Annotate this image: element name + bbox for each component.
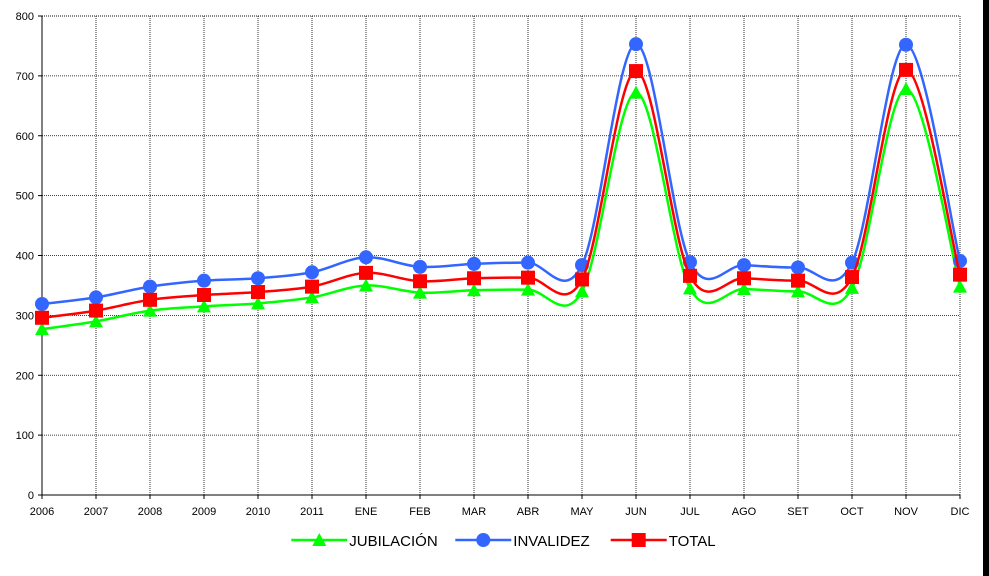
point-total-14 bbox=[791, 273, 805, 288]
point-total-0 bbox=[35, 310, 49, 325]
legend-item-invalidez: INVALIDEZ bbox=[455, 533, 590, 550]
point-total-6 bbox=[359, 265, 373, 280]
point-total-2 bbox=[143, 292, 157, 307]
point-invalidez-13 bbox=[737, 258, 751, 273]
y-tick-label-8: 800 bbox=[16, 11, 34, 23]
y-tick-label-5: 500 bbox=[16, 191, 34, 203]
y-tick-label-6: 600 bbox=[16, 131, 34, 143]
legend-label-invalidez: INVALIDEZ bbox=[513, 533, 589, 550]
point-total-13 bbox=[737, 271, 751, 286]
x-tick-label-13: AGO bbox=[732, 506, 757, 518]
x-tick-label-2: 2008 bbox=[138, 506, 162, 518]
point-total-16 bbox=[899, 62, 913, 77]
point-jubilacion-3 bbox=[197, 299, 211, 313]
x-tick-label-9: ABR bbox=[517, 506, 540, 518]
point-invalidez-5 bbox=[305, 265, 319, 280]
point-jubilacion-10 bbox=[575, 284, 589, 298]
point-total-7 bbox=[413, 274, 427, 289]
point-invalidez-16 bbox=[899, 37, 913, 52]
point-invalidez-0 bbox=[35, 296, 49, 311]
point-total-12 bbox=[683, 268, 697, 283]
point-jubilacion-1 bbox=[89, 314, 103, 328]
point-total-17 bbox=[953, 267, 967, 282]
point-invalidez-1 bbox=[89, 290, 103, 305]
legend: JUBILACIÓN INVALIDEZ TOTAL bbox=[291, 533, 716, 550]
point-jubilacion-7 bbox=[413, 285, 427, 299]
x-tick-label-1: 2007 bbox=[84, 506, 108, 518]
point-jubilacion-4 bbox=[251, 296, 265, 310]
point-jubilacion-0 bbox=[35, 322, 49, 336]
legend-marker-total bbox=[631, 533, 646, 547]
x-tick-label-7: FEB bbox=[409, 506, 430, 518]
y-tick-label-3: 300 bbox=[16, 310, 34, 322]
series-jubilacion bbox=[35, 82, 967, 336]
x-tick-label-5: 2011 bbox=[300, 506, 324, 518]
point-jubilacion-6 bbox=[359, 278, 373, 292]
point-invalidez-7 bbox=[413, 259, 427, 274]
legend-label-jubilacion: JUBILACIÓN bbox=[349, 533, 437, 550]
point-jubilacion-17 bbox=[953, 279, 967, 293]
x-tick-label-10: MAY bbox=[570, 506, 594, 518]
point-invalidez-3 bbox=[197, 273, 211, 288]
point-invalidez-8 bbox=[467, 256, 481, 271]
x-tick-label-15: OCT bbox=[840, 506, 864, 518]
point-jubilacion-5 bbox=[305, 290, 319, 304]
point-total-8 bbox=[467, 271, 481, 286]
series-invalidez bbox=[35, 37, 967, 311]
x-tick-label-3: 2009 bbox=[192, 506, 216, 518]
y-tick-label-2: 200 bbox=[16, 370, 34, 382]
point-jubilacion-8 bbox=[467, 283, 481, 297]
series-total bbox=[35, 62, 967, 325]
x-tick-label-4: 2010 bbox=[246, 506, 270, 518]
point-jubilacion-12 bbox=[683, 281, 697, 295]
point-jubilacion-11 bbox=[629, 85, 643, 99]
series-layer bbox=[35, 37, 967, 336]
point-jubilacion-2 bbox=[143, 303, 157, 317]
point-total-3 bbox=[197, 288, 211, 303]
point-total-1 bbox=[89, 303, 103, 318]
legend-item-jubilacion: JUBILACIÓN bbox=[291, 533, 438, 550]
legend-item-total: TOTAL bbox=[610, 533, 716, 550]
axes: 0 100 200 300 400 500 600 700 800 2006 2007 2008 200… bbox=[16, 11, 970, 518]
point-jubilacion-13 bbox=[737, 282, 751, 296]
point-invalidez-11 bbox=[629, 37, 643, 52]
right-border bbox=[983, 0, 989, 576]
x-tick-label-6: ENE bbox=[355, 506, 378, 518]
point-invalidez-6 bbox=[359, 250, 373, 265]
point-total-4 bbox=[251, 285, 265, 300]
point-total-9 bbox=[521, 270, 535, 285]
legend-marker-jubilacion bbox=[312, 533, 327, 546]
x-tick-label-12: JUL bbox=[680, 506, 700, 518]
y-tick-label-0: 0 bbox=[28, 490, 34, 502]
x-tick-label-16: NOV bbox=[894, 506, 919, 518]
y-tick-label-4: 400 bbox=[16, 251, 34, 263]
y-tick-label-7: 700 bbox=[16, 71, 34, 83]
point-total-5 bbox=[305, 279, 319, 294]
point-total-11 bbox=[629, 64, 643, 79]
x-tick-label-8: MAR bbox=[462, 506, 487, 518]
point-total-10 bbox=[575, 272, 589, 287]
legend-label-total: TOTAL bbox=[669, 533, 716, 550]
x-tick-label-17: DIC bbox=[951, 506, 970, 518]
x-tick-label-14: SET bbox=[787, 506, 809, 518]
point-jubilacion-16 bbox=[899, 82, 913, 96]
y-tick-label-1: 100 bbox=[16, 430, 34, 442]
point-invalidez-14 bbox=[791, 260, 805, 275]
point-invalidez-9 bbox=[521, 255, 535, 270]
point-invalidez-4 bbox=[251, 271, 265, 286]
point-total-15 bbox=[845, 270, 859, 285]
series-line-total bbox=[41, 68, 962, 320]
series-line-invalidez bbox=[41, 42, 962, 306]
series-line-jubilacion bbox=[41, 87, 962, 331]
grid bbox=[42, 15, 961, 495]
point-jubilacion-9 bbox=[521, 282, 535, 296]
x-tick-label-11: JUN bbox=[625, 506, 646, 518]
legend-marker-invalidez bbox=[476, 533, 491, 547]
point-jubilacion-14 bbox=[791, 284, 805, 298]
point-invalidez-2 bbox=[143, 279, 157, 294]
x-tick-label-0: 2006 bbox=[30, 506, 54, 518]
point-jubilacion-15 bbox=[845, 280, 859, 294]
